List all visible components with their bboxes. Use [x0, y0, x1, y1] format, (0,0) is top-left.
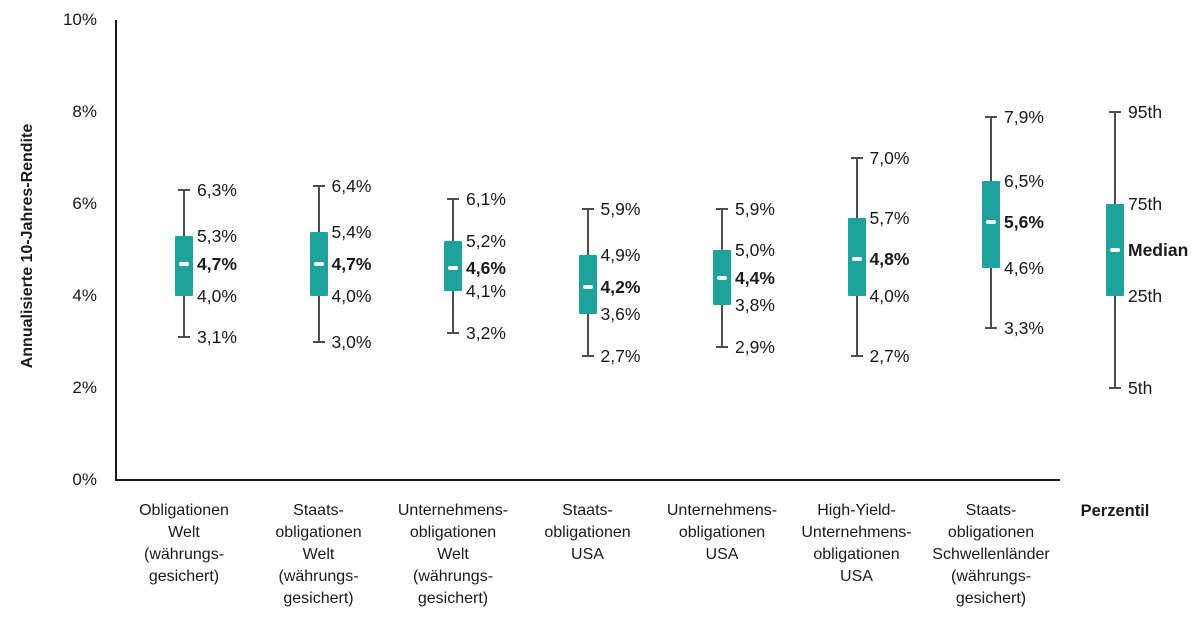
whisker-cap-bottom [716, 345, 728, 348]
value-label-median: 4,7% [197, 253, 237, 274]
whisker-cap-top [312, 184, 325, 187]
value-label-p75: 4,9% [600, 244, 641, 265]
whisker-cap-top [178, 189, 190, 192]
value-label-p75: 5,4% [331, 221, 372, 242]
value-label-median: 4,2% [600, 276, 641, 297]
x-axis-line [115, 479, 1060, 481]
value-label-p95: 5,9% [600, 198, 641, 219]
legend-label-median: Median [1128, 240, 1189, 260]
value-label-p75: 5,2% [466, 230, 506, 251]
value-label-p25: 4,6% [1004, 258, 1044, 279]
y-tick-label: 2% [72, 378, 97, 397]
whisker-cap-bottom [312, 341, 325, 343]
iqr-box [982, 181, 1000, 269]
value-label-p25: 4,0% [331, 286, 372, 306]
value-label-p95: 7,0% [869, 148, 910, 168]
whisker-cap-bottom [1109, 387, 1121, 389]
value-label-p95: 5,9% [735, 198, 775, 219]
value-label-p75: 5,7% [869, 207, 910, 228]
whisker-cap-top [716, 207, 728, 210]
value-label-median: 4,4% [735, 267, 775, 288]
value-label-p5: 2,7% [869, 345, 910, 366]
value-label-median: 4,6% [466, 258, 506, 279]
legend-title: Perzentil [1080, 502, 1150, 520]
value-label-p75: 5,0% [735, 240, 775, 260]
value-label-p5: 3,0% [331, 332, 372, 352]
whisker-cap-top [985, 115, 997, 118]
value-label-p5: 2,7% [600, 345, 641, 366]
value-label-p25: 4,1% [466, 281, 506, 302]
whisker-cap-bottom [985, 327, 997, 330]
category-label: High-Yield- Unternehmens- obligationen U… [801, 502, 912, 585]
median-dash [448, 266, 458, 271]
median-dash [851, 257, 862, 262]
y-tick-label: 0% [72, 470, 97, 489]
category-label: Staats- obligationen Schwellenländer (wä… [932, 502, 1050, 607]
whisker-cap-bottom [178, 336, 190, 339]
whisker-cap-top [581, 207, 594, 210]
category-label: Staats- obligationen USA [544, 502, 631, 563]
whisker-cap-bottom [581, 354, 594, 357]
value-label-p75: 5,3% [197, 226, 237, 247]
category-label: Unternehmens- obligationen USA [666, 502, 778, 563]
legend-label-p25: 25th [1128, 286, 1163, 306]
value-label-p25: 3,6% [600, 304, 641, 325]
whisker-cap-top [850, 157, 863, 159]
value-label-p95: 6,4% [331, 175, 372, 196]
iqr-box [175, 236, 193, 296]
category-label: Staats- obligationen Welt (währungs- ges… [275, 502, 362, 607]
whisker-cap-top [447, 198, 459, 201]
value-label-median: 4,8% [869, 249, 910, 270]
whisker-cap-bottom [850, 354, 863, 357]
median-dash [717, 275, 727, 280]
y-tick-label: 8% [72, 102, 97, 121]
median-dash [179, 261, 189, 266]
value-label-p25: 4,0% [197, 286, 237, 306]
y-tick-label: 6% [72, 194, 97, 213]
category-label: Unternehmens- obligationen Welt (währung… [397, 502, 509, 607]
value-label-median: 4,7% [331, 253, 372, 274]
value-label-p5: 3,3% [1004, 318, 1044, 339]
value-label-p5: 3,2% [466, 322, 506, 343]
value-label-median: 5,6% [1004, 212, 1044, 233]
value-label-p95: 7,9% [1004, 106, 1044, 127]
legend-label-p75: 75th [1128, 194, 1163, 214]
value-label-p95: 6,3% [197, 180, 237, 201]
value-label-p25: 4,0% [869, 286, 910, 306]
value-label-p75: 6,5% [1004, 171, 1044, 191]
y-tick-label: 4% [72, 286, 97, 305]
median-dash [313, 261, 324, 266]
category-label: Obligationen Welt (währungs- gesichert) [139, 502, 229, 585]
value-label-p95: 6,1% [466, 189, 506, 210]
iqr-box [578, 254, 597, 315]
value-label-p25: 3,8% [735, 295, 775, 316]
y-axis-line [115, 20, 117, 480]
value-label-p5: 3,1% [197, 327, 237, 348]
median-dash [1110, 248, 1120, 252]
value-label-p5: 2,9% [735, 336, 775, 357]
median-dash [582, 284, 593, 289]
iqr-box [847, 217, 866, 296]
y-tick-label: 10% [62, 10, 97, 29]
median-dash [986, 220, 996, 225]
whisker-cap-top [1109, 111, 1121, 113]
legend-label-p5: 5th [1128, 378, 1153, 398]
iqr-box [444, 240, 462, 292]
whisker-cap-bottom [447, 331, 459, 334]
legend-label-p95: 95th [1128, 102, 1163, 122]
